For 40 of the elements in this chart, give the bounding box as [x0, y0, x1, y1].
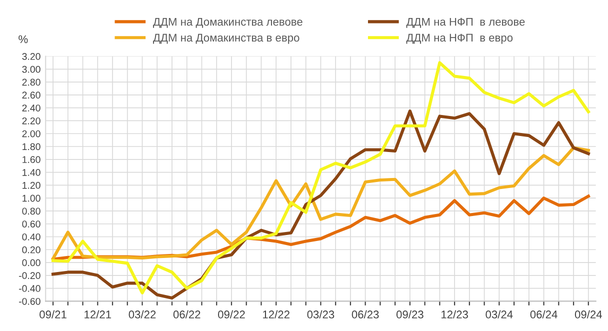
y-tick-label: 2.40 — [22, 104, 40, 112]
y-tick-label: -0.20 — [19, 272, 40, 280]
x-tick-label: 09/22 — [218, 310, 245, 318]
line-series — [52, 61, 590, 294]
y-tick-label: 2.00 — [22, 130, 40, 138]
y-tick-label: 1.20 — [22, 182, 40, 189]
y-tick-label: 0.40 — [22, 233, 40, 240]
y-tick-label: 3.20 — [22, 53, 40, 60]
y-tick-label: 1.00 — [22, 194, 40, 202]
y-axis-title: % — [18, 35, 28, 44]
y-tick-label: 0.20 — [22, 246, 40, 254]
x-tick-label: 03/22 — [128, 310, 156, 318]
x-tick-label: 09/21 — [40, 310, 66, 318]
x-tick-label: 12/23 — [442, 310, 468, 318]
legend-label: ДДМ на Домакинства левове — [153, 18, 302, 28]
x-tick-label: 12/21 — [84, 310, 112, 318]
y-tick-label: 0.00 — [22, 259, 40, 266]
y-tick-label: 0.60 — [22, 220, 40, 228]
y-tick-label: 1.60 — [22, 156, 40, 164]
legend-label: ДДМ на НФП в евро — [406, 34, 513, 44]
y-tick-label: 1.40 — [22, 169, 40, 176]
y-tick-label: 3.00 — [22, 66, 40, 73]
y-tick-label: -0.40 — [19, 285, 40, 292]
legend-label: ДДМ на НФП в левове — [406, 18, 525, 28]
x-tick-label: 06/23 — [352, 310, 379, 318]
y-tick-label: 0.80 — [22, 208, 40, 215]
x-tick-label: 03/24 — [486, 310, 513, 318]
x-tick-label: 12/22 — [263, 310, 290, 318]
x-tick-label: 06/22 — [173, 310, 200, 318]
x-tick-label: 03/23 — [307, 310, 334, 318]
legend-label: ДДМ на Домакинства в евро — [153, 34, 300, 44]
x-tick-label: 06/24 — [530, 310, 558, 318]
y-tick-label: 1.80 — [22, 143, 40, 150]
y-tick-label: 2.80 — [22, 78, 40, 86]
line-series — [52, 146, 590, 260]
x-tick-label: 09/23 — [396, 310, 424, 318]
x-tick-label: 09/24 — [574, 310, 602, 318]
y-tick-label: 2.60 — [22, 92, 40, 99]
y-tick-label: -0.60 — [19, 298, 40, 305]
y-tick-label: 2.20 — [22, 117, 40, 124]
